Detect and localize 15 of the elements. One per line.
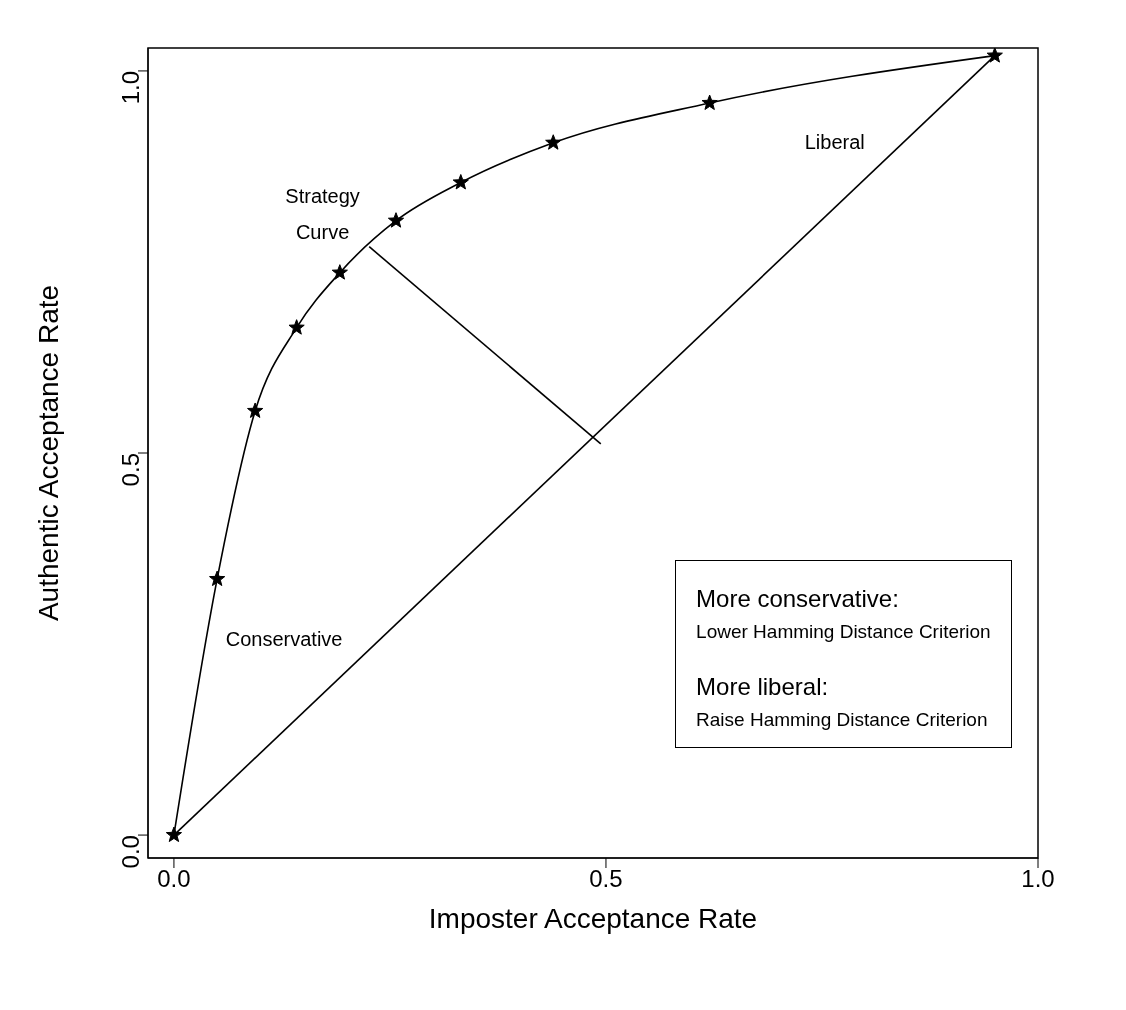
annotation: Lower Hamming Distance Criterion (696, 620, 991, 643)
annotation: Liberal (804, 130, 865, 156)
annotation: Raise Hamming Distance Criterion (696, 708, 989, 731)
annotation: More liberal: (696, 672, 830, 701)
annotation: Conservative (225, 627, 343, 653)
y-tick-label: 0.0 (116, 835, 144, 869)
x-tick-label: 1.0 (1021, 865, 1055, 893)
x-tick-label: 0.5 (589, 865, 623, 893)
x-axis-title: Imposter Acceptance Rate (428, 903, 758, 934)
y-axis-title: Authentic Acceptance Rate (32, 284, 64, 622)
y-tick-label: 1.0 (116, 70, 144, 105)
annotation: More conservative: (696, 584, 900, 613)
annotation: Strategy Curve (284, 183, 361, 245)
x-tick-label: 0.0 (157, 865, 191, 893)
y-tick-label: 0.5 (116, 453, 144, 487)
